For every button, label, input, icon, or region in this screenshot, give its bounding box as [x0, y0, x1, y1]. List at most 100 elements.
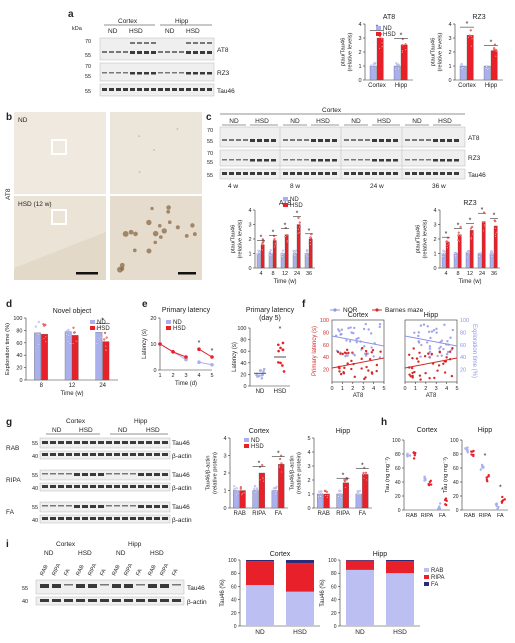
- data-point: [472, 454, 475, 458]
- band: [454, 172, 459, 175]
- band: [283, 139, 288, 141]
- bar-hsd: [400, 44, 408, 81]
- band: [318, 159, 323, 162]
- marker-70: 70: [85, 39, 91, 45]
- stained-cell: [190, 223, 195, 228]
- data-point: [268, 253, 271, 256]
- data-point-barnes: [423, 355, 427, 358]
- x-tick-label: 24: [479, 271, 485, 277]
- band: [447, 172, 452, 175]
- data-point: [482, 466, 485, 469]
- data-point: [309, 240, 312, 243]
- data-point: [495, 50, 498, 53]
- band: [440, 172, 445, 175]
- stack-segment-ripa: [346, 560, 374, 570]
- stained-cell: [166, 205, 171, 210]
- data-point: [272, 487, 275, 490]
- data-point: [324, 489, 327, 492]
- data-point-barnes: [430, 352, 433, 356]
- band: [447, 139, 452, 142]
- band: [82, 441, 88, 444]
- chart-d: 0 20 40 60 80 100 8 12 24 * Novel object Time (w) Ex…: [5, 308, 118, 397]
- legend-label-hsd: HSD: [383, 32, 396, 38]
- x-tick-label: 5: [382, 386, 385, 392]
- band: [130, 473, 136, 475]
- data-point-barnes: [364, 349, 368, 353]
- data-point: [459, 234, 462, 237]
- data-point-barnes: [433, 376, 436, 380]
- data-point: [281, 364, 284, 367]
- data-point: [95, 342, 98, 345]
- band: [207, 72, 212, 75]
- marker-55: 55: [207, 160, 213, 166]
- band: [136, 584, 145, 586]
- x-tick-label: RAB: [464, 513, 476, 519]
- legend-label-hsd: HSD: [251, 444, 264, 450]
- bar-nd: [304, 253, 309, 269]
- data-point: [470, 37, 474, 40]
- data-point: [37, 320, 40, 323]
- band: [419, 172, 424, 175]
- y-tick-label: 0: [398, 508, 401, 514]
- band: [332, 159, 337, 162]
- data-point: [280, 470, 283, 474]
- bar-nd: [268, 253, 273, 269]
- data-point-nor: [443, 323, 446, 327]
- y-tick-label: 80: [323, 330, 329, 336]
- legend-label-barnes: Barnes maze: [385, 307, 424, 314]
- blot-label-rz3: RZ3: [468, 155, 481, 162]
- band: [433, 172, 438, 175]
- data-point-barnes: [360, 346, 364, 350]
- band: [193, 42, 198, 44]
- band: [165, 72, 170, 74]
- band: [393, 159, 398, 162]
- y-tick-label: 20: [323, 368, 329, 374]
- data-point: [446, 244, 449, 247]
- y-tick-label: 40: [323, 355, 329, 361]
- data-point-nor: [367, 328, 370, 331]
- data-point-barnes: [450, 374, 454, 378]
- stained-cell: [157, 223, 162, 228]
- band: [243, 159, 248, 161]
- band: [50, 441, 56, 444]
- y-tick-label: 0: [243, 384, 246, 390]
- stack-segment-fa: [246, 560, 274, 562]
- data-point-barnes: [368, 358, 372, 361]
- band: [123, 72, 128, 74]
- y-tick-label: 4: [223, 436, 226, 442]
- band: [290, 172, 295, 175]
- band: [154, 441, 160, 444]
- x-tick-label: 5: [210, 373, 213, 379]
- band: [50, 517, 56, 520]
- stained-cell: [152, 230, 159, 237]
- y-tick-label: 4: [433, 208, 436, 214]
- bar-hsd: [342, 482, 349, 509]
- data-point-nor: [352, 352, 355, 355]
- band: [172, 51, 177, 53]
- data-point-barnes: [342, 370, 345, 374]
- data-point-nor: [349, 326, 352, 329]
- y-tick-label: 100: [328, 558, 337, 564]
- y-axis-label: (relative levels): [347, 32, 353, 71]
- x-tick-label: 1: [158, 373, 161, 379]
- lane-label: RAB: [147, 564, 157, 577]
- band: [98, 453, 104, 456]
- data-point: [337, 495, 340, 498]
- data-point: [261, 373, 264, 377]
- band: [64, 584, 73, 586]
- panel-label-h: h: [381, 417, 387, 428]
- data-point: [362, 471, 365, 474]
- bar-nd: [233, 490, 240, 509]
- data-point: [254, 485, 257, 488]
- y-tick-label: 3: [433, 223, 436, 229]
- data-point-barnes: [412, 347, 415, 350]
- bar-hsd: [323, 493, 330, 509]
- band: [82, 473, 88, 476]
- band: [116, 51, 121, 53]
- band: [130, 505, 136, 507]
- stack-segment-ripa: [386, 561, 414, 574]
- band: [264, 159, 269, 162]
- band: [186, 51, 191, 54]
- band: [74, 473, 80, 476]
- data-point-barnes: [363, 377, 366, 381]
